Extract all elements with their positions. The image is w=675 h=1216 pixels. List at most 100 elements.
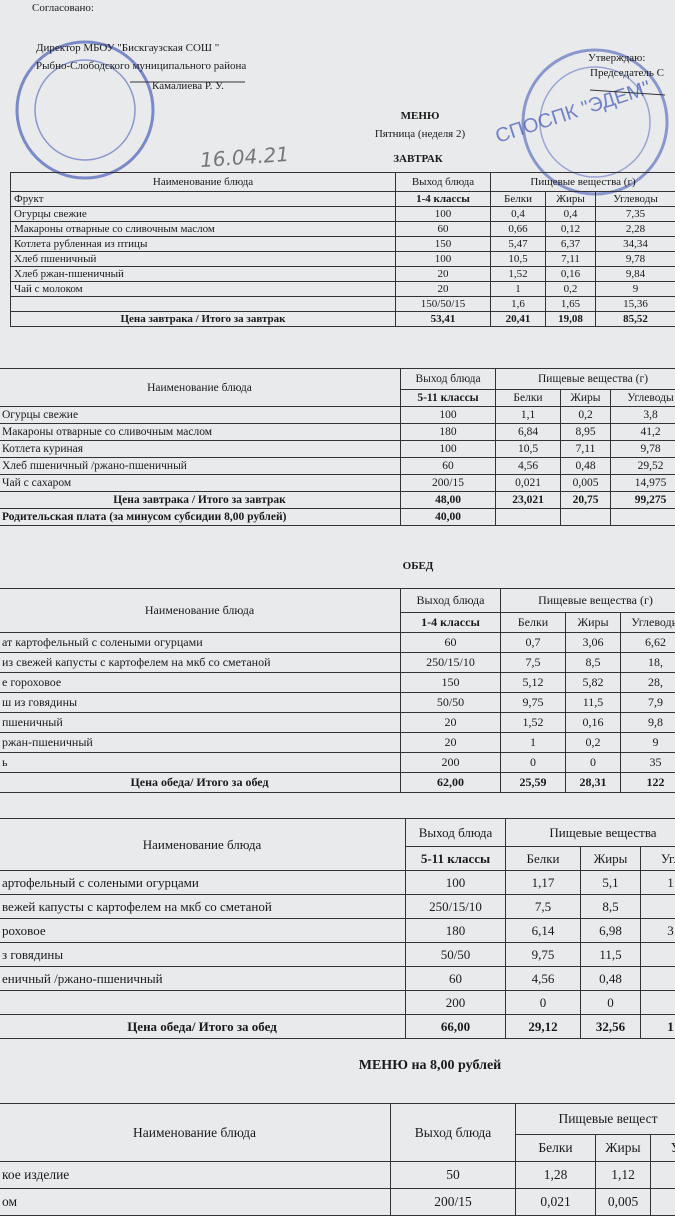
table-cell: Хлеб ржан-пшеничный: [11, 267, 396, 282]
table-cell: 0,2: [566, 733, 621, 753]
header-cell: Белки: [506, 847, 581, 871]
header-cell: Белки: [516, 1135, 596, 1162]
table-cell: артофельный с солеными огурцами: [0, 871, 406, 895]
table-cell: 6,62: [621, 633, 675, 653]
table-cell: 40,00: [401, 509, 496, 526]
menu-subtitle: Пятница (неделя 2): [375, 128, 465, 140]
round-stamp-left-inner: [35, 60, 135, 160]
table-cell: Цена завтрака / Итого за завтрак: [11, 312, 396, 327]
table-cell: 10,5: [491, 252, 546, 267]
table-cell: 150: [401, 673, 501, 693]
table-cell: 6,14: [506, 919, 581, 943]
table-cell: 20: [396, 282, 491, 297]
header-cell: Наименование блюда: [0, 589, 401, 633]
table-cell: 250/15/10: [401, 653, 501, 673]
table-cell: 62,00: [401, 773, 501, 793]
table-cell: 60: [406, 967, 506, 991]
table-cell: 0,021: [496, 475, 561, 492]
header-cell: Наименование блюда: [0, 369, 401, 407]
table-cell: 1,52: [491, 267, 546, 282]
header-cell: Наименование блюда: [0, 819, 406, 871]
table-cell: 9,75: [501, 693, 566, 713]
table-cell: [641, 943, 675, 967]
table-cell: [641, 967, 675, 991]
table-cell: 19,08: [546, 312, 596, 327]
header-cell: 5-11 классы: [406, 847, 506, 871]
table-cell: 20: [396, 267, 491, 282]
table-cell: 200: [406, 991, 506, 1015]
table-cell: з говядины: [0, 943, 406, 967]
header-cell: Выход блюда: [406, 819, 506, 847]
table-cell: 0,7: [501, 633, 566, 653]
header-cell: Углеводы: [621, 613, 675, 633]
table-cell: 3,06: [566, 633, 621, 653]
table-cell: 4,56: [496, 458, 561, 475]
table-cell: 28,31: [566, 773, 621, 793]
menu-title: МЕНЮ: [401, 110, 440, 122]
table-cell: 0,48: [581, 967, 641, 991]
table-cell: Цена завтрака / Итого за завтрак: [0, 492, 401, 509]
header-cell: Пищевые вещества (г): [501, 589, 675, 613]
header-cell: Жиры: [566, 613, 621, 633]
table-cell: [641, 895, 675, 919]
table-cell: 150: [396, 237, 491, 252]
table-cell: Цена обеда/ Итого за обед: [0, 773, 401, 793]
table-cell: 0: [566, 753, 621, 773]
header-cell: Пищевые вещест: [516, 1104, 675, 1135]
table-cell: е гороховое: [0, 673, 401, 693]
table-cell: 28,: [621, 673, 675, 693]
table-row: из свежей капусты с картофелем на мкб со…: [0, 653, 675, 673]
header-cell: 1-4 классы: [401, 613, 501, 633]
table-cell: 1: [641, 1015, 675, 1039]
table-cell: 0,4: [546, 207, 596, 222]
table-cell: 0: [581, 991, 641, 1015]
table-cell: 8,5: [566, 653, 621, 673]
header-cell: Выход блюда: [401, 369, 496, 390]
table-cell: 1,12: [596, 1162, 651, 1189]
table-cell: 35: [621, 753, 675, 773]
table-cell: еничный /ржано-пшеничный: [0, 967, 406, 991]
section-title: ОБЕД: [403, 560, 434, 572]
header-cell: Выход блюда: [396, 173, 491, 192]
approval-position: Директор МБОУ "Бискгаузская СОШ ": [36, 42, 219, 54]
table-cell: 66,00: [406, 1015, 506, 1039]
table-cell: 0,005: [596, 1189, 651, 1216]
header-cell: Белки: [491, 192, 546, 207]
header-cell: Выход блюда: [391, 1104, 516, 1162]
table-cell: 200: [401, 753, 501, 773]
section-title: ЗАВТРАК: [393, 153, 443, 165]
table-cell: 100: [396, 207, 491, 222]
table-cell: 29,12: [506, 1015, 581, 1039]
table-cell: 7,11: [561, 441, 611, 458]
header-cell: Угл: [641, 847, 675, 871]
approve-label: Утверждаю:: [588, 52, 645, 64]
table-cell: 100: [396, 252, 491, 267]
table-cell: 9,78: [611, 441, 675, 458]
table-cell: Огурцы свежие: [11, 207, 396, 222]
table-cell: 100: [406, 871, 506, 895]
table-cell: 20: [401, 733, 501, 753]
table-cell: 5,47: [491, 237, 546, 252]
table-cell: 250/15/10: [406, 895, 506, 919]
approval-signer: Камалиева Р. У.: [152, 80, 224, 92]
